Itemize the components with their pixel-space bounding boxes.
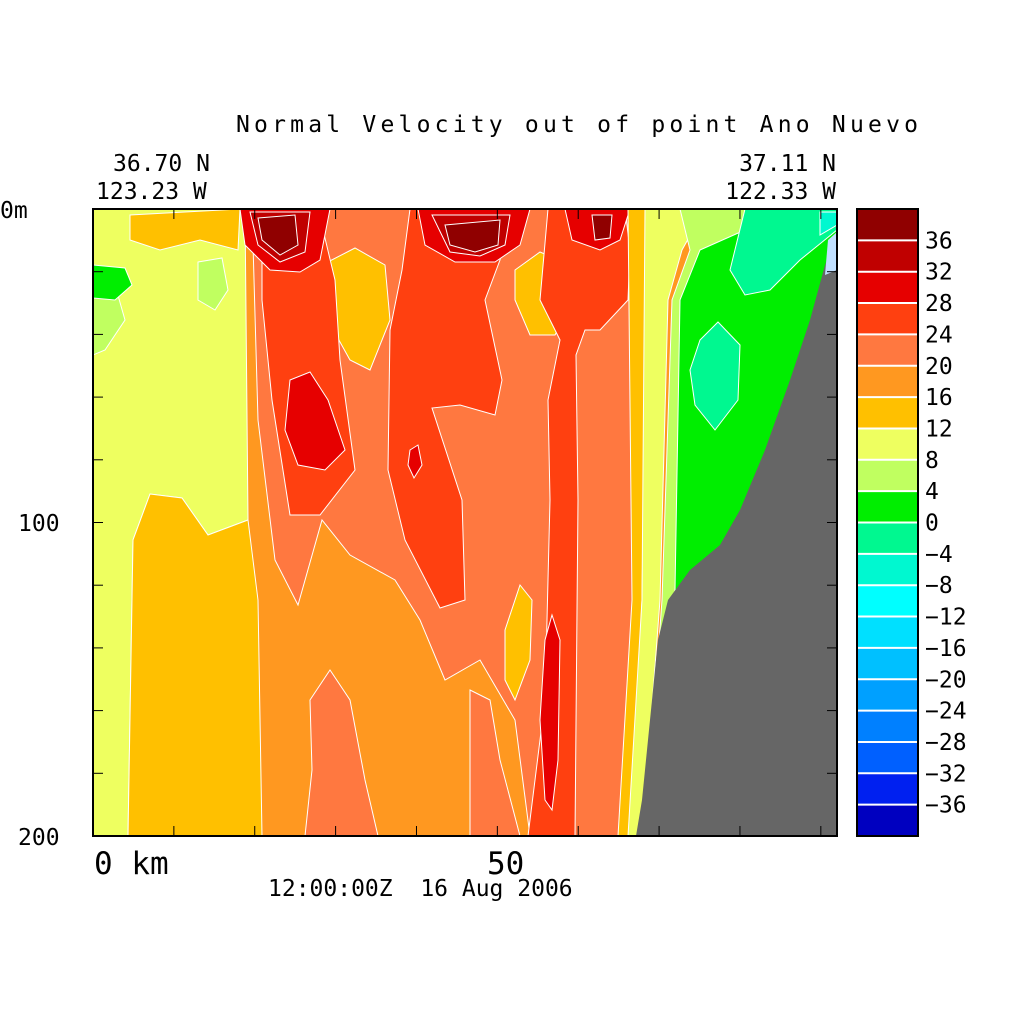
region-above-36-top-center (444, 219, 501, 253)
colorbar-label: −32 (925, 761, 967, 787)
region-12-16-top-left (129, 209, 241, 251)
colorbar-band (857, 459, 918, 492)
colorbar: 36 32 28 24 20 16 12 8 4 0 −4 −8 −12 −16 −20 −24 −28 −32 −… (856, 208, 967, 837)
region-0-4-left (93, 264, 133, 301)
region-neg4-0-top-right (729, 209, 837, 296)
colorbar-band (857, 710, 918, 743)
colorbar-band (857, 334, 918, 367)
region-above-36-top-left (257, 214, 299, 256)
colorbar-band (857, 585, 918, 618)
colorbar-label: 32 (925, 260, 953, 286)
colorbar-band (857, 804, 918, 837)
region-neg8-neg4-top-right (819, 211, 837, 236)
colorbar-band (857, 240, 918, 273)
axis-ticks (93, 209, 837, 836)
region-4-8-blob (197, 257, 229, 311)
right-lon-label: 122.33 W (725, 179, 836, 205)
region-20-24-bottom (304, 669, 379, 836)
colorbar-label: −16 (925, 636, 967, 662)
region-light-blue-corner (825, 232, 837, 275)
left-lon-label: 123.23 W (96, 179, 207, 205)
chart-title: Normal Velocity out of point Ano Nuevo (236, 112, 918, 138)
colorbar-band (857, 428, 918, 461)
region-12-16-blob-mid (504, 583, 533, 702)
colorbar-label: −36 (925, 793, 967, 819)
y-tick-label-0: 0m (0, 198, 28, 224)
colorbar-label: 36 (925, 228, 953, 254)
colorbar-label: 12 (925, 416, 953, 442)
region-neg4-0-blob (689, 321, 741, 431)
timestamp-label: 12:00:00Z 16 Aug 2006 (268, 876, 573, 902)
contour-field (93, 209, 837, 836)
colorbar-band (857, 616, 918, 649)
colorbar-band (857, 773, 918, 806)
colorbar-label: 4 (925, 479, 939, 505)
colorbar-label: −12 (925, 605, 967, 631)
colorbar-band (857, 647, 918, 680)
region-above-36-top-right (591, 214, 613, 241)
colorbar-band (857, 679, 918, 712)
colorbar-label: −20 (925, 667, 967, 693)
region-28-32-left-blob (284, 371, 346, 471)
colorbar-label: 16 (925, 385, 953, 411)
colorbar-band (857, 365, 918, 398)
colorbar-label: −24 (925, 699, 967, 725)
colorbar-label: −4 (925, 542, 953, 568)
x-tick-label-0: 0 km (94, 846, 169, 882)
colorbar-band (857, 553, 918, 586)
x-tick-label-50: 50 (487, 846, 524, 882)
colorbar-band (857, 491, 918, 523)
left-lat-label: 36.70 N (113, 151, 210, 177)
region-12-16-right-strip (617, 209, 649, 836)
colorbar-band (857, 397, 918, 429)
colorbar-band (857, 209, 918, 241)
colorbar-label: −8 (925, 573, 953, 599)
region-12-16-left (127, 493, 263, 836)
colorbar-band (857, 522, 918, 555)
colorbar-label: 28 (925, 291, 953, 317)
colorbar-label: −28 (925, 730, 967, 756)
y-tick-label-100: 100 (18, 511, 60, 537)
region-24-28-center (387, 209, 511, 609)
colorbar-frame (856, 208, 919, 837)
colorbar-band (857, 303, 918, 335)
colorbar-label: 0 (925, 511, 939, 537)
colorbar-label: 24 (925, 322, 953, 348)
colorbar-label: 8 (925, 448, 939, 474)
colorbar-band (857, 741, 918, 774)
colorbar-label: 20 (925, 354, 953, 380)
land-mask (636, 232, 837, 836)
region-20-24-bottom2 (469, 689, 521, 836)
region-28-32-small (407, 444, 423, 480)
y-tick-label-200: 200 (18, 825, 60, 851)
right-lat-label: 37.11 N (739, 151, 836, 177)
region-28-32-red-strip (539, 613, 561, 812)
colorbar-band (857, 271, 918, 304)
